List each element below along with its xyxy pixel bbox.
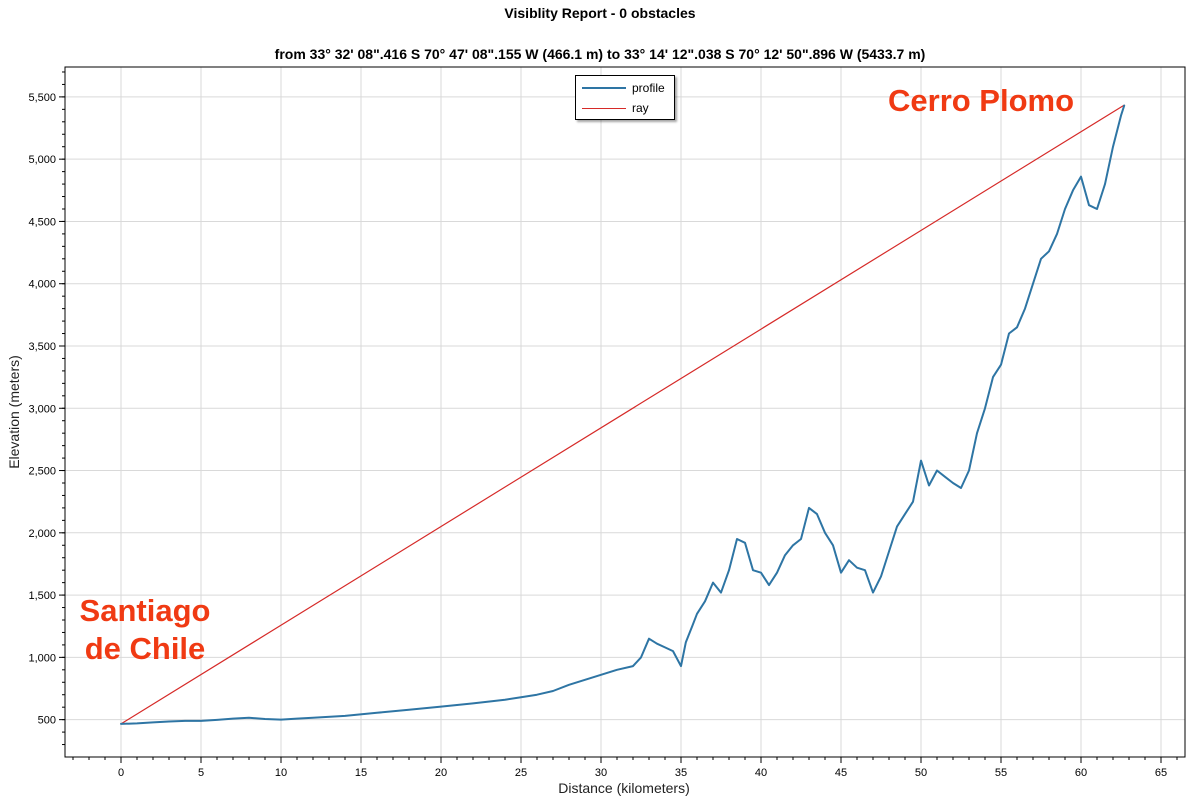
legend-swatch-profile [582,87,626,89]
series-layer [120,104,1126,725]
annotation-santiago-line-2: de Chile [84,631,206,666]
x-tick-label: 30 [595,767,607,779]
y-tick-label: 1,000 [28,652,56,664]
series-line-ray [120,104,1125,725]
x-tick-label: 65 [1155,767,1167,779]
series-line-profile [120,104,1126,725]
y-tick-label: 4,500 [28,216,56,228]
y-tick-label: 3,500 [28,341,56,353]
legend-swatch-ray [582,107,626,109]
x-tick-label: 15 [355,767,367,779]
x-tick-label: 45 [835,767,847,779]
chart-title: Visiblity Report - 0 obstacles [504,5,696,21]
annotation-cerro-plomo: Cerro Plomo [888,82,1074,120]
y-tick-label: 2,000 [28,528,56,540]
y-tick-label: 3,000 [28,403,56,415]
x-tick-label: 20 [435,767,447,779]
legend: profile ray [575,75,675,120]
x-tick-label: 10 [275,767,287,779]
x-tick-label: 60 [1075,767,1087,779]
legend-item-profile: profile [582,80,665,96]
annotation-santiago: Santiago de Chile [70,592,220,668]
x-axis-label: Distance (kilometers) [558,780,689,796]
x-tick-label: 25 [515,767,527,779]
annotation-santiago-line-1: Santiago [79,593,211,628]
x-tick-label: 40 [755,767,767,779]
x-tick-label: 35 [675,767,687,779]
y-tick-label: 2,500 [28,466,56,478]
plot-border [64,66,1186,758]
y-tick-label: 5,000 [28,154,56,166]
y-tick-label: 500 [38,715,56,727]
x-tick-label: 5 [198,767,204,779]
grid [65,67,1185,757]
annotation-cerro-line-1: Cerro Plomo [888,83,1075,118]
x-tick-label: 0 [118,767,124,779]
y-tick-label: 1,500 [28,590,56,602]
legend-label-ray: ray [632,101,649,115]
chart-subtitle: from 33° 32' 08".416 S 70° 47' 08".155 W… [274,46,926,62]
legend-label-profile: profile [632,81,665,95]
y-tick-label: 4,000 [28,279,56,291]
axes: 0 5 10 15 20 25 30 35 40 45 50 55 60 65 500 1,000 1,500 2… [28,66,1186,779]
x-tick-label: 50 [915,767,927,779]
legend-item-ray: ray [582,100,649,116]
x-tick-label: 55 [995,767,1007,779]
y-axis-label: Elevation (meters) [6,355,22,469]
y-tick-label: 5,500 [28,92,56,104]
